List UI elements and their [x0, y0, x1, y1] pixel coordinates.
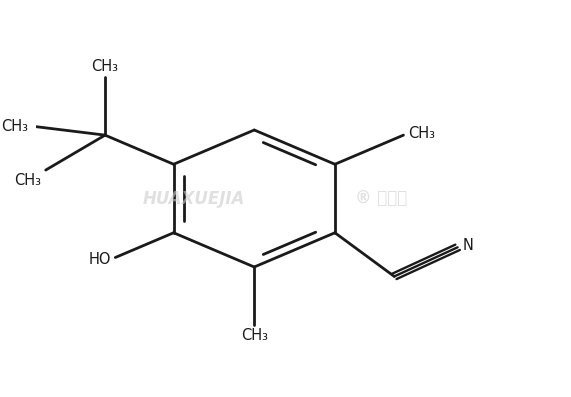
Text: CH₃: CH₃ [91, 59, 119, 74]
Text: CH₃: CH₃ [2, 119, 29, 134]
Text: HUAXUEJIA: HUAXUEJIA [143, 189, 245, 208]
Text: ® 化学加: ® 化学加 [355, 189, 408, 208]
Text: CH₃: CH₃ [408, 126, 435, 141]
Text: CH₃: CH₃ [241, 328, 268, 343]
Text: CH₃: CH₃ [14, 173, 42, 188]
Text: N: N [463, 238, 474, 253]
Text: HO: HO [89, 252, 111, 267]
